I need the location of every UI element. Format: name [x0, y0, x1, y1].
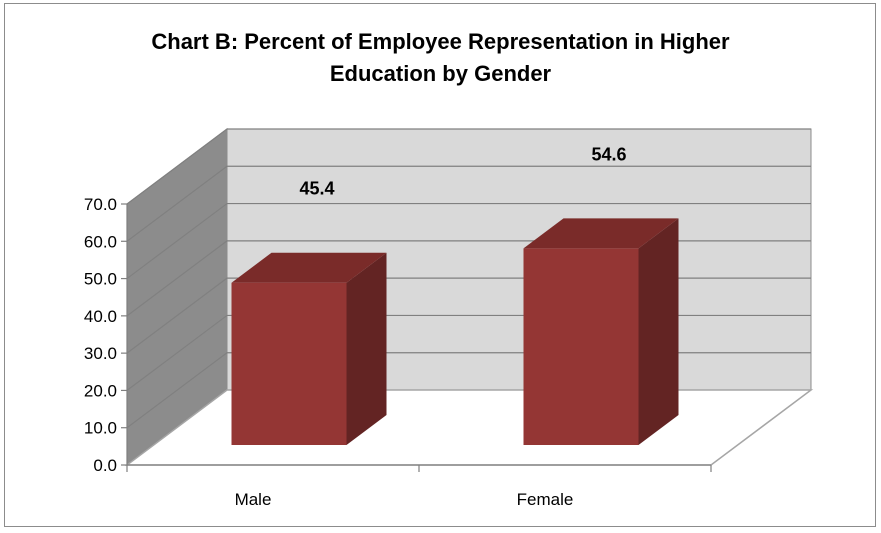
x-tick-labels: Male Female — [235, 490, 574, 509]
y-tick-label: 60.0 — [84, 232, 117, 251]
bar-front — [231, 282, 347, 445]
y-tick-labels: 0.0 10.0 20.0 30.0 40.0 50.0 60.0 70.0 — [84, 195, 117, 475]
chart-title-line-2: Education by Gender — [329, 61, 552, 86]
y-tick-label: 50.0 — [84, 270, 117, 289]
axes — [121, 203, 712, 472]
bar-side — [638, 218, 679, 445]
data-label: 54.6 — [591, 144, 626, 164]
bar-male — [231, 252, 387, 445]
bar-top — [231, 252, 387, 283]
data-labels: 45.4 54.6 — [299, 144, 626, 198]
x-tick-label: Male — [235, 490, 272, 509]
chart-title-line-1: Chart B: Percent of Employee Representat… — [151, 29, 730, 54]
bars — [231, 218, 679, 445]
y-tick-label: 20.0 — [84, 381, 117, 400]
y-tick-label: 70.0 — [84, 195, 117, 214]
y-tick-label: 0.0 — [93, 456, 117, 475]
y-tick-label: 10.0 — [84, 419, 117, 438]
y-tick-label: 40.0 — [84, 307, 117, 326]
bar-female — [523, 218, 679, 445]
bar-top — [523, 218, 679, 249]
x-tick-label: Female — [517, 490, 574, 509]
bar-side — [346, 252, 387, 445]
data-label: 45.4 — [299, 179, 334, 199]
gridline — [126, 128, 811, 205]
y-tick-label: 30.0 — [84, 344, 117, 363]
bar-front — [523, 248, 639, 445]
gridline — [126, 202, 811, 280]
gridline — [126, 165, 811, 242]
chart-title: Chart B: Percent of Employee Representat… — [0, 26, 881, 90]
floor — [124, 389, 814, 466]
